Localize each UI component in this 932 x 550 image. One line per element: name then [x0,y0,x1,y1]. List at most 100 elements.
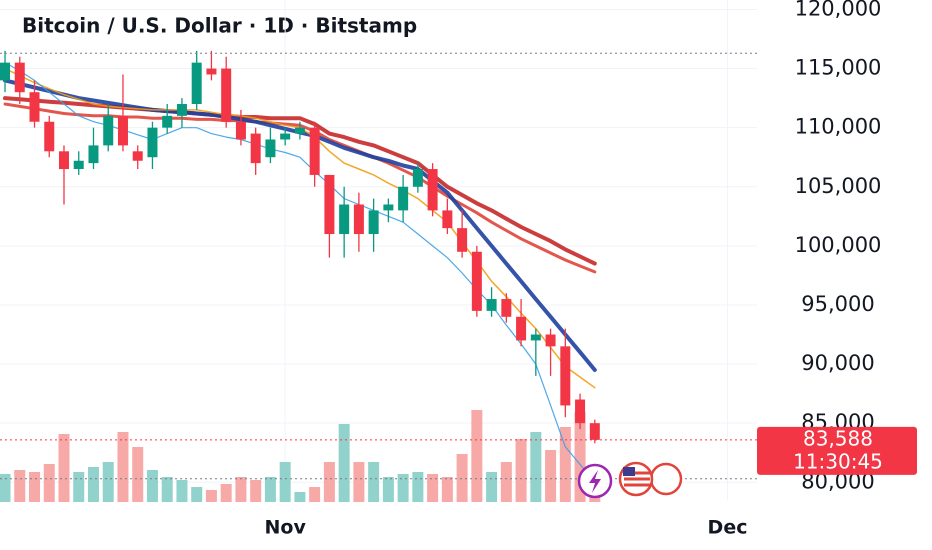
volume-bar [146,470,158,502]
volume-bar [264,477,276,502]
x-tick-label: Nov [264,517,306,539]
volume-bar [486,472,498,502]
candle-body [117,115,128,146]
volume-bar [191,487,203,502]
candle-body [560,346,571,406]
grid [0,0,757,500]
volume-layer [0,410,601,502]
last-price-label: 83,588 [803,426,873,450]
candle-body [516,316,527,341]
candle-body [191,62,202,105]
candle-body [353,204,364,235]
y-tick-label: 115,000 [795,56,882,80]
volume-bar [338,424,350,502]
axis-layer: 80,00085,00090,00095,000100,000105,00011… [0,0,917,539]
candle-body [324,174,335,235]
candle-body [383,204,394,211]
candle-body [235,121,246,140]
volume-bar [205,490,217,502]
y-tick-label: 120,000 [795,0,882,20]
flag-canton [623,467,635,476]
volume-bar [14,470,26,502]
candle-body [14,62,25,93]
volume-bar [382,477,394,502]
volume-bar [102,462,114,502]
candle-body [471,251,482,311]
volume-bar [235,477,247,502]
candle-body [368,210,379,235]
volume-bar [73,472,85,502]
candle-body [545,334,556,347]
candle-body [427,169,438,211]
volume-bar [412,472,424,502]
candle-body [147,127,158,158]
volume-bar [441,477,453,502]
x-tick-label: Dec [708,517,748,539]
volume-bar [545,450,557,502]
volume-bar [427,474,439,502]
y-tick-label: 100,000 [795,233,882,257]
candle-body [206,68,217,75]
volume-bar [132,447,144,502]
volume-bar [559,427,571,502]
candle-body [442,210,453,229]
candle-body [530,334,541,341]
event-icons [577,461,683,499]
chart-title: Bitcoin / U.S. Dollar · 1D · Bitstamp [22,14,417,38]
candle-body [44,121,55,152]
candle-body [29,92,40,122]
y-tick-label: 95,000 [801,292,874,316]
candle-body [58,151,69,170]
candle-body [501,299,512,317]
volume-bar [58,434,70,502]
volume-bar [397,474,409,502]
volume-bar [220,484,232,502]
volume-bar [279,462,291,502]
candle-body [221,68,232,122]
candle-body [309,127,320,175]
candle-body [486,299,497,311]
candle-body [73,160,84,170]
candle-body [412,169,423,187]
candle-body [339,204,350,235]
volume-bar [309,487,321,502]
candle-body [103,115,114,146]
candle-body [176,104,187,116]
volume-bar [574,412,586,502]
candle-body [0,62,11,81]
candle-body [457,228,468,252]
volume-bar [323,462,335,502]
volume-bar [43,464,55,502]
candle-body [88,145,99,164]
volume-bar [471,410,483,502]
candle-layer [0,50,600,444]
candle-body [398,186,409,211]
candle-body [575,399,586,424]
candle-body [265,139,276,158]
volume-bar [530,432,542,502]
candle-body [162,115,173,128]
volume-bar [294,492,306,502]
volume-bar [515,439,527,502]
y-tick-label: 105,000 [795,174,882,198]
last-price-box [757,426,917,475]
volume-bar [353,462,365,502]
lightning-glyph [589,470,601,493]
volume-bar [161,477,173,502]
volume-bar [87,467,99,502]
y-tick-label: 90,000 [801,351,874,375]
volume-bar [368,462,380,502]
candle-body [132,151,143,161]
volume-bar [456,454,468,502]
candle-body [294,127,305,134]
volume-bar [500,462,512,502]
y-tick-label: 110,000 [795,115,882,139]
candle-body [250,133,261,164]
countdown: 11:30:45 [793,449,883,473]
volume-bar [250,480,262,502]
candle-body [280,133,291,140]
candle-body [589,423,600,440]
flag-icon-back [649,462,683,496]
volume-bar [29,472,41,502]
